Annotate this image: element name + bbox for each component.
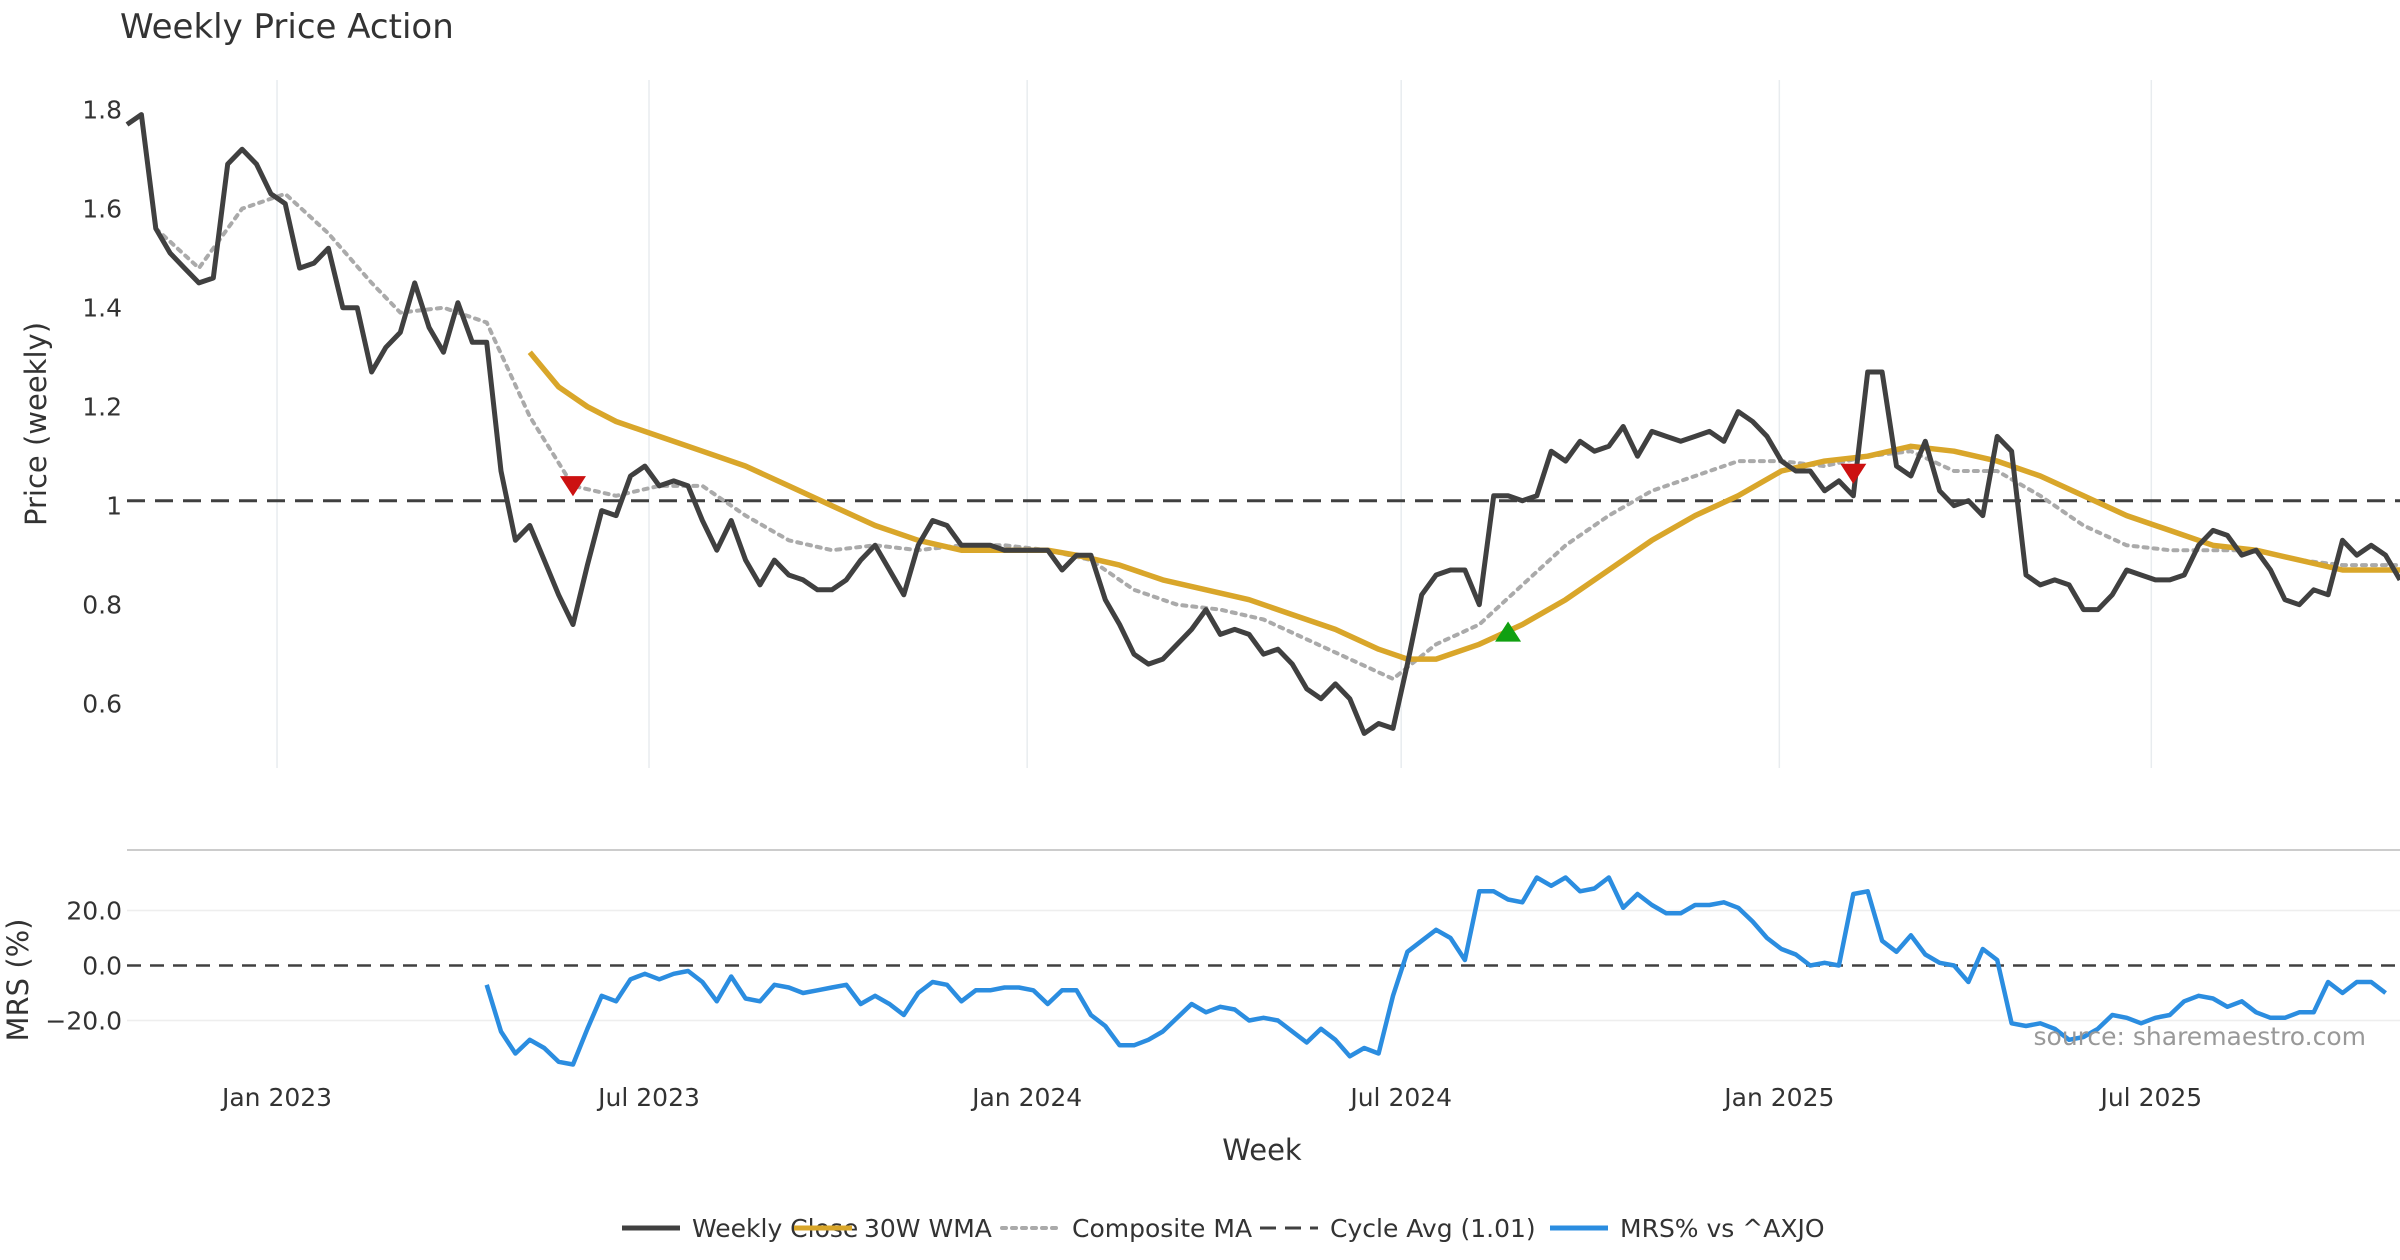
- mrs-y-tick-label: 0.0: [82, 952, 122, 981]
- sell-signal-marker: [1840, 463, 1867, 484]
- weekly-close-line: [125, 112, 2400, 736]
- price-y-tick-label: 0.8: [82, 591, 122, 620]
- buy-signal-marker: [1495, 621, 1522, 642]
- source-annotation: source: sharemaestro.com: [2034, 1022, 2367, 1051]
- x-tick-label: Jul 2025: [2098, 1083, 2202, 1112]
- x-axis-label: Week: [1222, 1133, 1302, 1167]
- x-tick-label: Jan 2024: [970, 1083, 1082, 1112]
- price-y-axis-label: Price (weekly): [19, 322, 53, 526]
- legend-label: Cycle Avg (1.01): [1330, 1214, 1536, 1243]
- price-y-tick-label: 1.2: [82, 393, 122, 422]
- price-y-tick-label: 1.6: [82, 195, 122, 224]
- mrs-y-axis-label: MRS (%): [1, 919, 35, 1042]
- composite-ma-line: [153, 191, 2400, 681]
- wma-30w-line: [527, 350, 2400, 662]
- x-tick-label: Jul 2024: [1348, 1083, 1452, 1112]
- mrs-y-tick-label: 20.0: [66, 897, 122, 926]
- legend: Weekly Close 30W WMA Composite MA Cycle Avg…: [622, 1214, 1825, 1243]
- x-tick-label: Jan 2023: [220, 1083, 332, 1112]
- mrs-y-tick-label: −20.0: [45, 1007, 122, 1036]
- chart-title: Weekly Price Action: [120, 7, 454, 47]
- price-y-tick-label: 1: [106, 492, 122, 521]
- price-y-tick-label: 1.8: [82, 96, 122, 125]
- price-y-tick-label: 1.4: [82, 294, 122, 323]
- price-y-tick-label: 0.6: [82, 690, 122, 719]
- mrs-panel: −20.0 0.0 20.0 MRS (%): [1, 849, 2400, 1067]
- legend-label: 30W WMA: [864, 1214, 992, 1243]
- legend-label: Composite MA: [1072, 1214, 1252, 1243]
- mrs-line: [484, 875, 2387, 1067]
- x-tick-label: Jan 2025: [1722, 1083, 1834, 1112]
- price-panel: 0.6 0.8 1 1.2 1.4 1.6 1.8 Price (weekly): [19, 80, 2400, 768]
- legend-label: MRS% vs ^AXJO: [1620, 1214, 1825, 1243]
- sell-signal-marker: [559, 476, 586, 497]
- x-axis: Jan 2023 Jul 2023 Jan 2024 Jul 2024 Jan 2025…: [220, 1083, 2202, 1112]
- x-tick-label: Jul 2023: [596, 1083, 700, 1112]
